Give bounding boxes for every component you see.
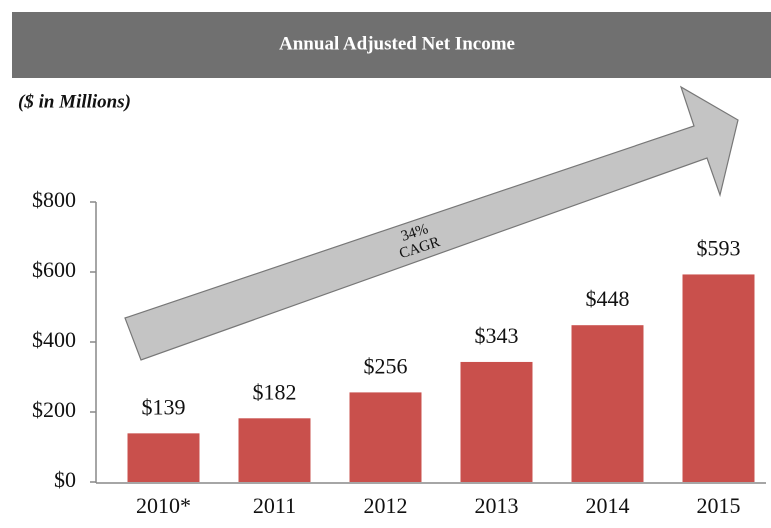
subtitle: ($ in Millions) [18,91,131,112]
bar [571,325,644,482]
y-tick-label: $0 [54,467,76,492]
y-tick-label: $600 [32,257,76,282]
y-tick-label: $800 [32,187,76,212]
value-label: $343 [475,323,519,348]
x-tick-label: 2013 [475,493,519,518]
value-label: $139 [142,394,186,419]
bar [460,361,533,482]
bar [682,274,755,482]
header-bar [12,12,771,78]
x-tick-label: 2011 [253,493,296,518]
bar [349,392,422,482]
value-label: $448 [586,286,630,311]
x-tick-label: 2015 [697,493,741,518]
value-label: $593 [697,235,741,260]
value-label: $256 [364,353,408,378]
chart-title: Annual Adjusted Net Income [279,33,515,54]
x-tick-label: 2010* [136,493,191,518]
bar [127,433,200,482]
x-tick-label: 2012 [364,493,408,518]
value-label: $182 [253,379,297,404]
x-tick-label: 2014 [586,493,630,518]
bar [238,418,311,482]
cagr-arrow [124,85,739,361]
y-tick-label: $200 [32,397,76,422]
y-tick-label: $400 [32,327,76,352]
